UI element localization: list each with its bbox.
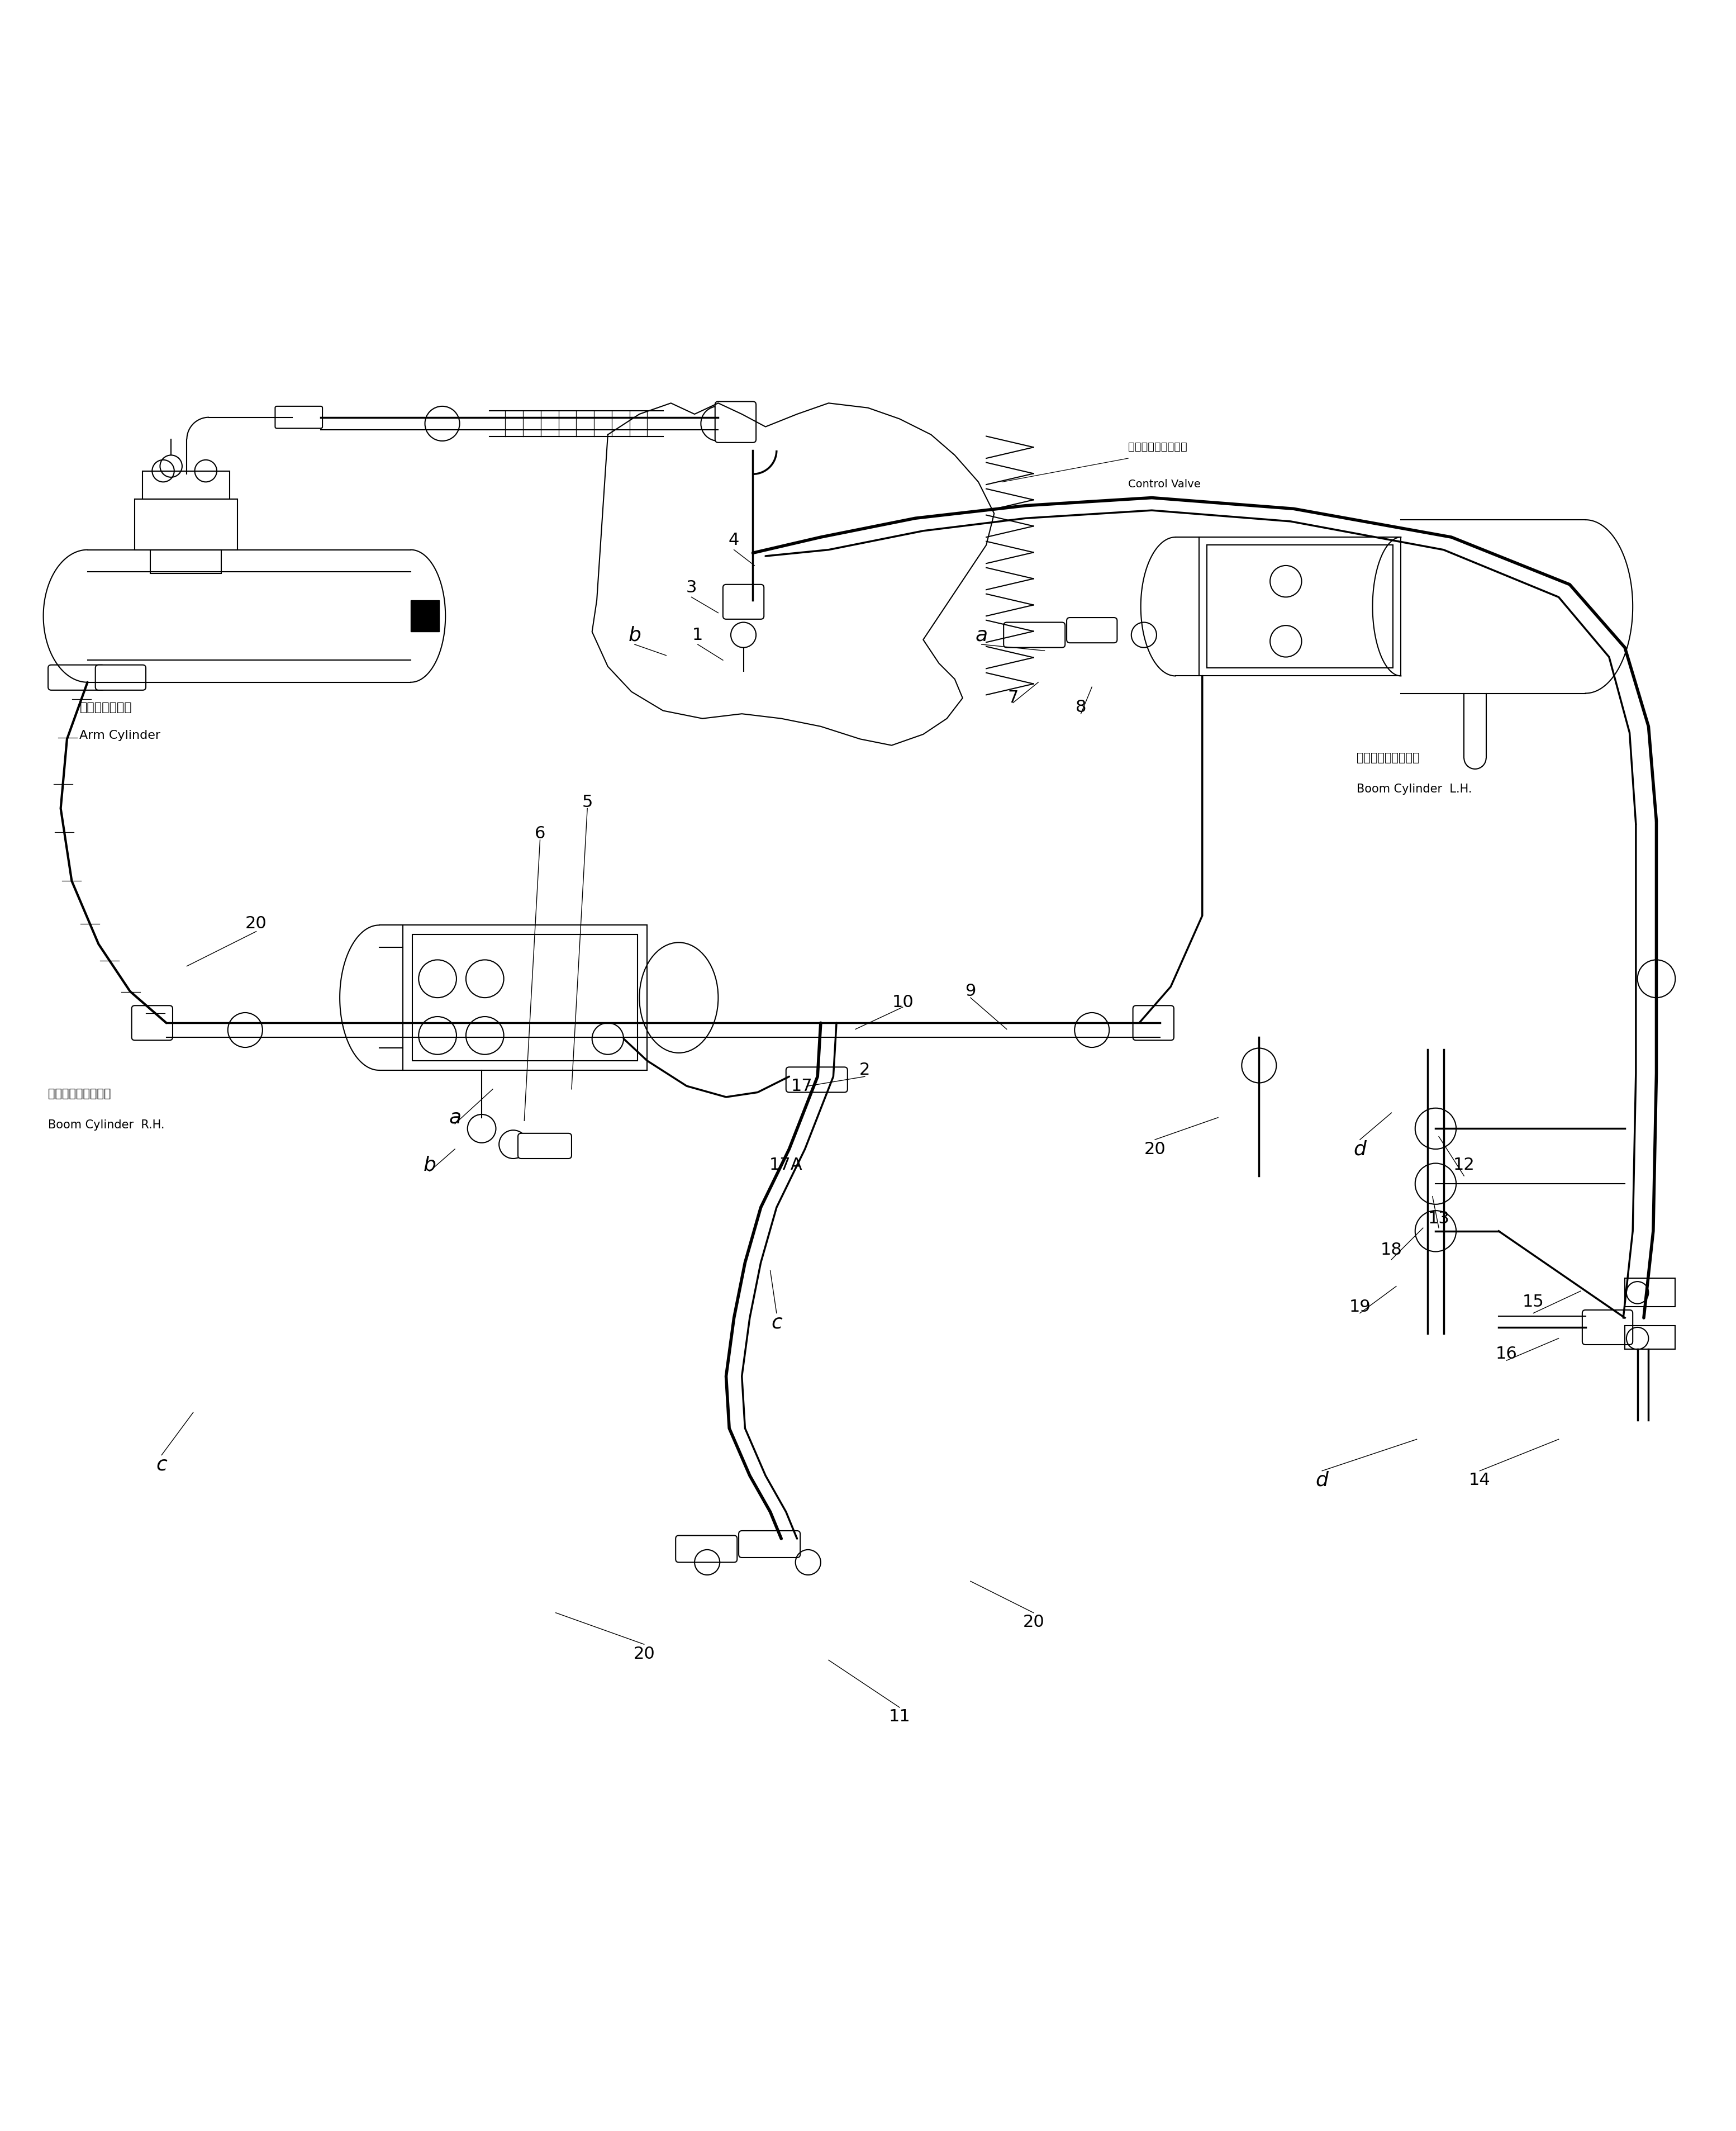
FancyBboxPatch shape: [715, 401, 757, 443]
FancyBboxPatch shape: [517, 1134, 571, 1159]
Text: 4: 4: [729, 533, 740, 548]
Text: 6: 6: [535, 825, 545, 842]
Text: コントロールバルブ: コントロールバルブ: [1128, 441, 1187, 452]
Text: 7: 7: [1007, 690, 1019, 705]
Circle shape: [592, 1023, 623, 1055]
FancyBboxPatch shape: [1003, 622, 1066, 648]
Circle shape: [1637, 959, 1675, 997]
Text: 3: 3: [686, 580, 696, 597]
Circle shape: [701, 407, 736, 441]
Bar: [1625, 1279, 1675, 1306]
Circle shape: [425, 407, 460, 441]
Text: ブームシリンダ、左: ブームシリンダ、左: [1358, 752, 1420, 763]
FancyBboxPatch shape: [1066, 618, 1118, 644]
Text: ブームシリンダ、右: ブームシリンダ、右: [49, 1089, 111, 1100]
Text: c: c: [156, 1455, 167, 1475]
Text: Boom Cylinder  L.H.: Boom Cylinder L.H.: [1358, 784, 1472, 795]
Text: 16: 16: [1496, 1347, 1517, 1362]
FancyBboxPatch shape: [675, 1536, 738, 1562]
Text: 19: 19: [1349, 1298, 1371, 1315]
Text: Arm Cylinder: Arm Cylinder: [80, 731, 161, 742]
Circle shape: [1241, 1048, 1276, 1083]
Circle shape: [1075, 1012, 1109, 1046]
Circle shape: [467, 1115, 496, 1142]
Bar: [1625, 1325, 1675, 1349]
Text: c: c: [771, 1313, 783, 1332]
Text: Boom Cylinder  R.H.: Boom Cylinder R.H.: [49, 1119, 165, 1132]
Bar: [403, 925, 648, 1070]
Text: 20: 20: [1144, 1140, 1167, 1157]
Bar: [1207, 546, 1392, 667]
Text: 10: 10: [892, 995, 913, 1010]
Text: アームシリンダ: アームシリンダ: [80, 701, 132, 714]
Text: d: d: [1316, 1470, 1328, 1490]
FancyBboxPatch shape: [786, 1068, 847, 1093]
Bar: [1200, 537, 1401, 676]
Text: 17A: 17A: [769, 1157, 802, 1172]
Bar: [142, 471, 229, 499]
FancyBboxPatch shape: [95, 665, 146, 690]
Circle shape: [1415, 1210, 1457, 1251]
Text: 20: 20: [245, 916, 267, 931]
Text: 9: 9: [965, 982, 976, 999]
FancyBboxPatch shape: [132, 1006, 172, 1040]
Text: 5: 5: [582, 795, 592, 810]
Bar: [411, 601, 439, 631]
Bar: [135, 499, 238, 550]
Text: 15: 15: [1522, 1294, 1545, 1311]
Text: d: d: [1354, 1140, 1366, 1159]
Text: b: b: [424, 1155, 436, 1174]
FancyBboxPatch shape: [722, 584, 764, 620]
Text: 1: 1: [693, 627, 703, 644]
Circle shape: [1415, 1108, 1457, 1149]
Circle shape: [731, 622, 757, 648]
Text: a: a: [448, 1108, 462, 1127]
Text: 20: 20: [1023, 1613, 1045, 1630]
Circle shape: [227, 1012, 262, 1046]
Text: 8: 8: [1075, 699, 1087, 716]
Text: 2: 2: [859, 1061, 870, 1078]
FancyBboxPatch shape: [1581, 1311, 1634, 1345]
FancyBboxPatch shape: [740, 1530, 800, 1558]
Text: 12: 12: [1453, 1157, 1476, 1172]
Circle shape: [498, 1129, 528, 1159]
FancyBboxPatch shape: [1134, 1006, 1174, 1040]
Text: a: a: [976, 624, 988, 644]
Text: 13: 13: [1429, 1210, 1450, 1227]
Text: b: b: [628, 624, 641, 644]
Bar: [151, 550, 222, 573]
Text: 17: 17: [792, 1078, 812, 1093]
Text: 20: 20: [634, 1645, 654, 1662]
Text: 14: 14: [1469, 1473, 1491, 1487]
Text: Control Valve: Control Valve: [1128, 479, 1201, 490]
Bar: [413, 936, 637, 1061]
Text: 18: 18: [1380, 1242, 1403, 1257]
FancyBboxPatch shape: [49, 665, 104, 690]
FancyBboxPatch shape: [274, 407, 323, 428]
Circle shape: [1415, 1164, 1457, 1204]
Text: 11: 11: [889, 1709, 910, 1724]
